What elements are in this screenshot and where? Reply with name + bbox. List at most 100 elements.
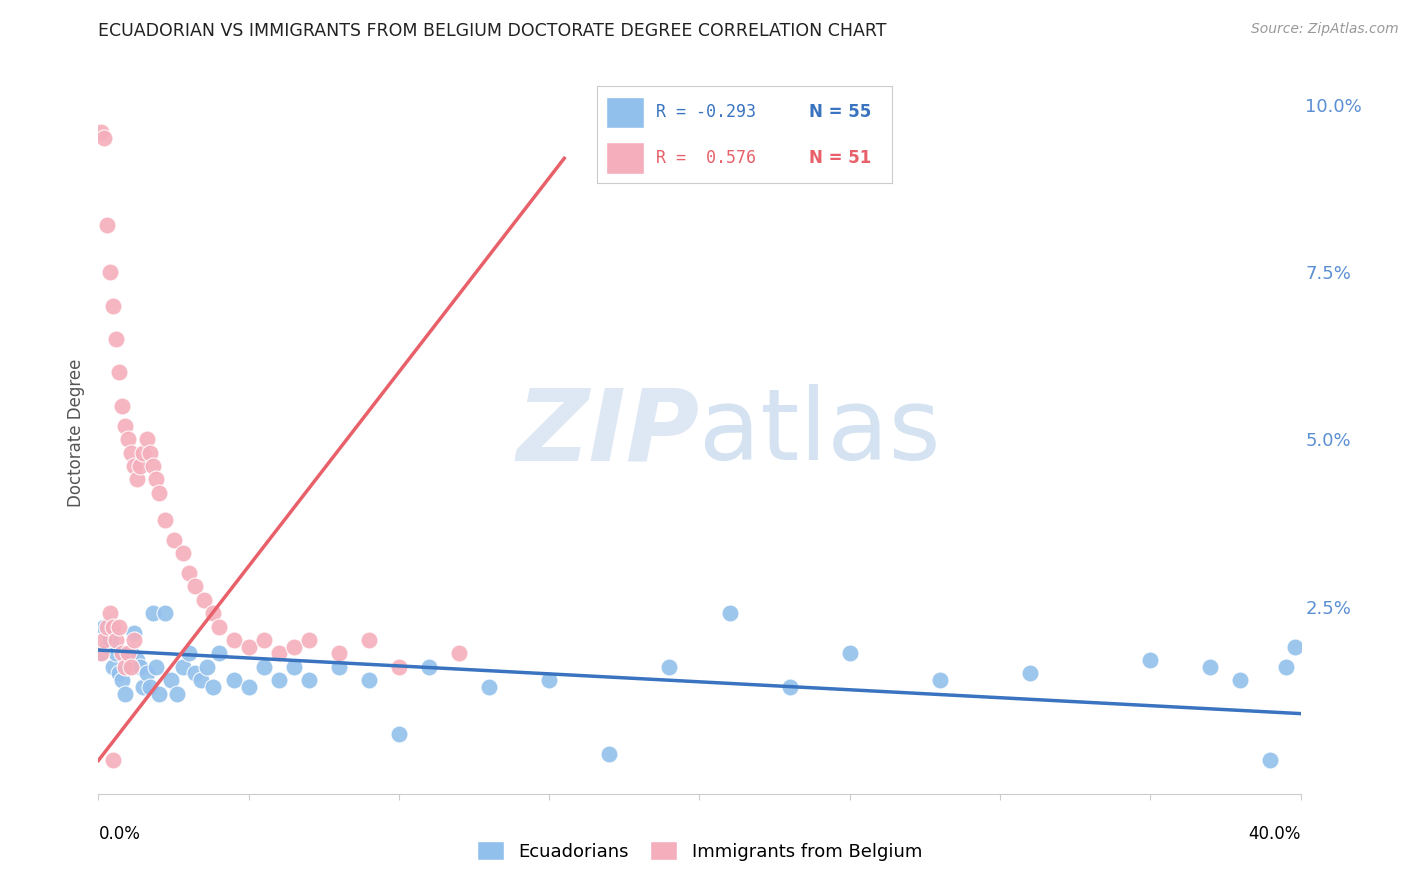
Point xyxy=(838,646,860,660)
Point xyxy=(1284,640,1306,654)
Point xyxy=(172,546,194,560)
Point xyxy=(117,646,139,660)
Point xyxy=(658,660,681,674)
Point xyxy=(201,680,224,694)
Point xyxy=(779,680,801,694)
Point xyxy=(129,458,152,473)
Point xyxy=(111,673,134,687)
Point xyxy=(96,619,118,633)
Point xyxy=(105,646,128,660)
Point xyxy=(183,580,205,594)
Point xyxy=(117,660,139,674)
Point xyxy=(127,653,149,667)
Point xyxy=(193,592,215,607)
Point xyxy=(718,607,741,621)
Point xyxy=(100,607,122,621)
Point xyxy=(100,265,122,279)
Point xyxy=(1019,666,1042,681)
Point xyxy=(96,219,118,233)
Point xyxy=(208,619,231,633)
Point xyxy=(1274,660,1296,674)
Point xyxy=(124,633,146,648)
Point xyxy=(172,660,194,674)
Point xyxy=(96,640,118,654)
Point xyxy=(153,607,176,621)
Point xyxy=(298,633,321,648)
Point xyxy=(105,633,128,648)
Text: 0.0%: 0.0% xyxy=(98,825,141,843)
Point xyxy=(124,626,146,640)
Point xyxy=(190,673,212,687)
Point xyxy=(267,673,290,687)
Point xyxy=(177,566,200,581)
Point xyxy=(90,646,112,660)
Point xyxy=(108,619,131,633)
Point xyxy=(267,646,290,660)
Point xyxy=(93,619,115,633)
Point xyxy=(90,124,112,138)
Point xyxy=(162,533,184,547)
Point xyxy=(929,673,952,687)
Point xyxy=(238,680,260,694)
Point xyxy=(195,660,218,674)
Point xyxy=(121,646,143,660)
Point xyxy=(177,646,200,660)
Point xyxy=(298,673,321,687)
Text: 40.0%: 40.0% xyxy=(1249,825,1301,843)
Point xyxy=(148,485,170,500)
Point xyxy=(111,399,134,413)
Point xyxy=(105,332,128,346)
Point xyxy=(103,660,125,674)
Point xyxy=(121,660,143,674)
Text: ZIP: ZIP xyxy=(516,384,700,481)
Point xyxy=(145,660,167,674)
Point xyxy=(90,646,112,660)
Point xyxy=(108,366,131,380)
Point xyxy=(103,753,125,767)
Y-axis label: Doctorate Degree: Doctorate Degree xyxy=(66,359,84,507)
Point xyxy=(388,660,411,674)
Point xyxy=(222,673,245,687)
Point xyxy=(388,726,411,740)
Point xyxy=(283,640,305,654)
Point xyxy=(153,512,176,526)
Point xyxy=(283,660,305,674)
Point xyxy=(148,687,170,701)
Text: Source: ZipAtlas.com: Source: ZipAtlas.com xyxy=(1251,22,1399,37)
Point xyxy=(100,633,122,648)
Point xyxy=(135,433,157,447)
Point xyxy=(135,666,157,681)
Point xyxy=(159,673,181,687)
Point xyxy=(253,660,276,674)
Point xyxy=(357,673,380,687)
Point xyxy=(132,446,155,460)
Point xyxy=(93,633,115,648)
Point xyxy=(114,419,136,434)
Text: atlas: atlas xyxy=(700,384,941,481)
Point xyxy=(145,473,167,487)
Point xyxy=(1139,653,1161,667)
Point xyxy=(222,633,245,648)
Point xyxy=(447,646,470,660)
Point xyxy=(132,680,155,694)
Point xyxy=(183,666,205,681)
Point xyxy=(124,458,146,473)
Point xyxy=(418,660,440,674)
Point xyxy=(328,646,350,660)
Point xyxy=(238,640,260,654)
Point xyxy=(138,446,160,460)
Point xyxy=(138,680,160,694)
Point xyxy=(201,607,224,621)
Point xyxy=(114,687,136,701)
Point xyxy=(1229,673,1251,687)
Point xyxy=(103,298,125,313)
Point xyxy=(117,433,139,447)
Point xyxy=(141,607,163,621)
Point xyxy=(478,680,501,694)
Point xyxy=(114,660,136,674)
Point xyxy=(357,633,380,648)
Point xyxy=(111,646,134,660)
Legend: Ecuadorians, Immigrants from Belgium: Ecuadorians, Immigrants from Belgium xyxy=(470,834,929,868)
Point xyxy=(598,747,620,761)
Point xyxy=(127,473,149,487)
